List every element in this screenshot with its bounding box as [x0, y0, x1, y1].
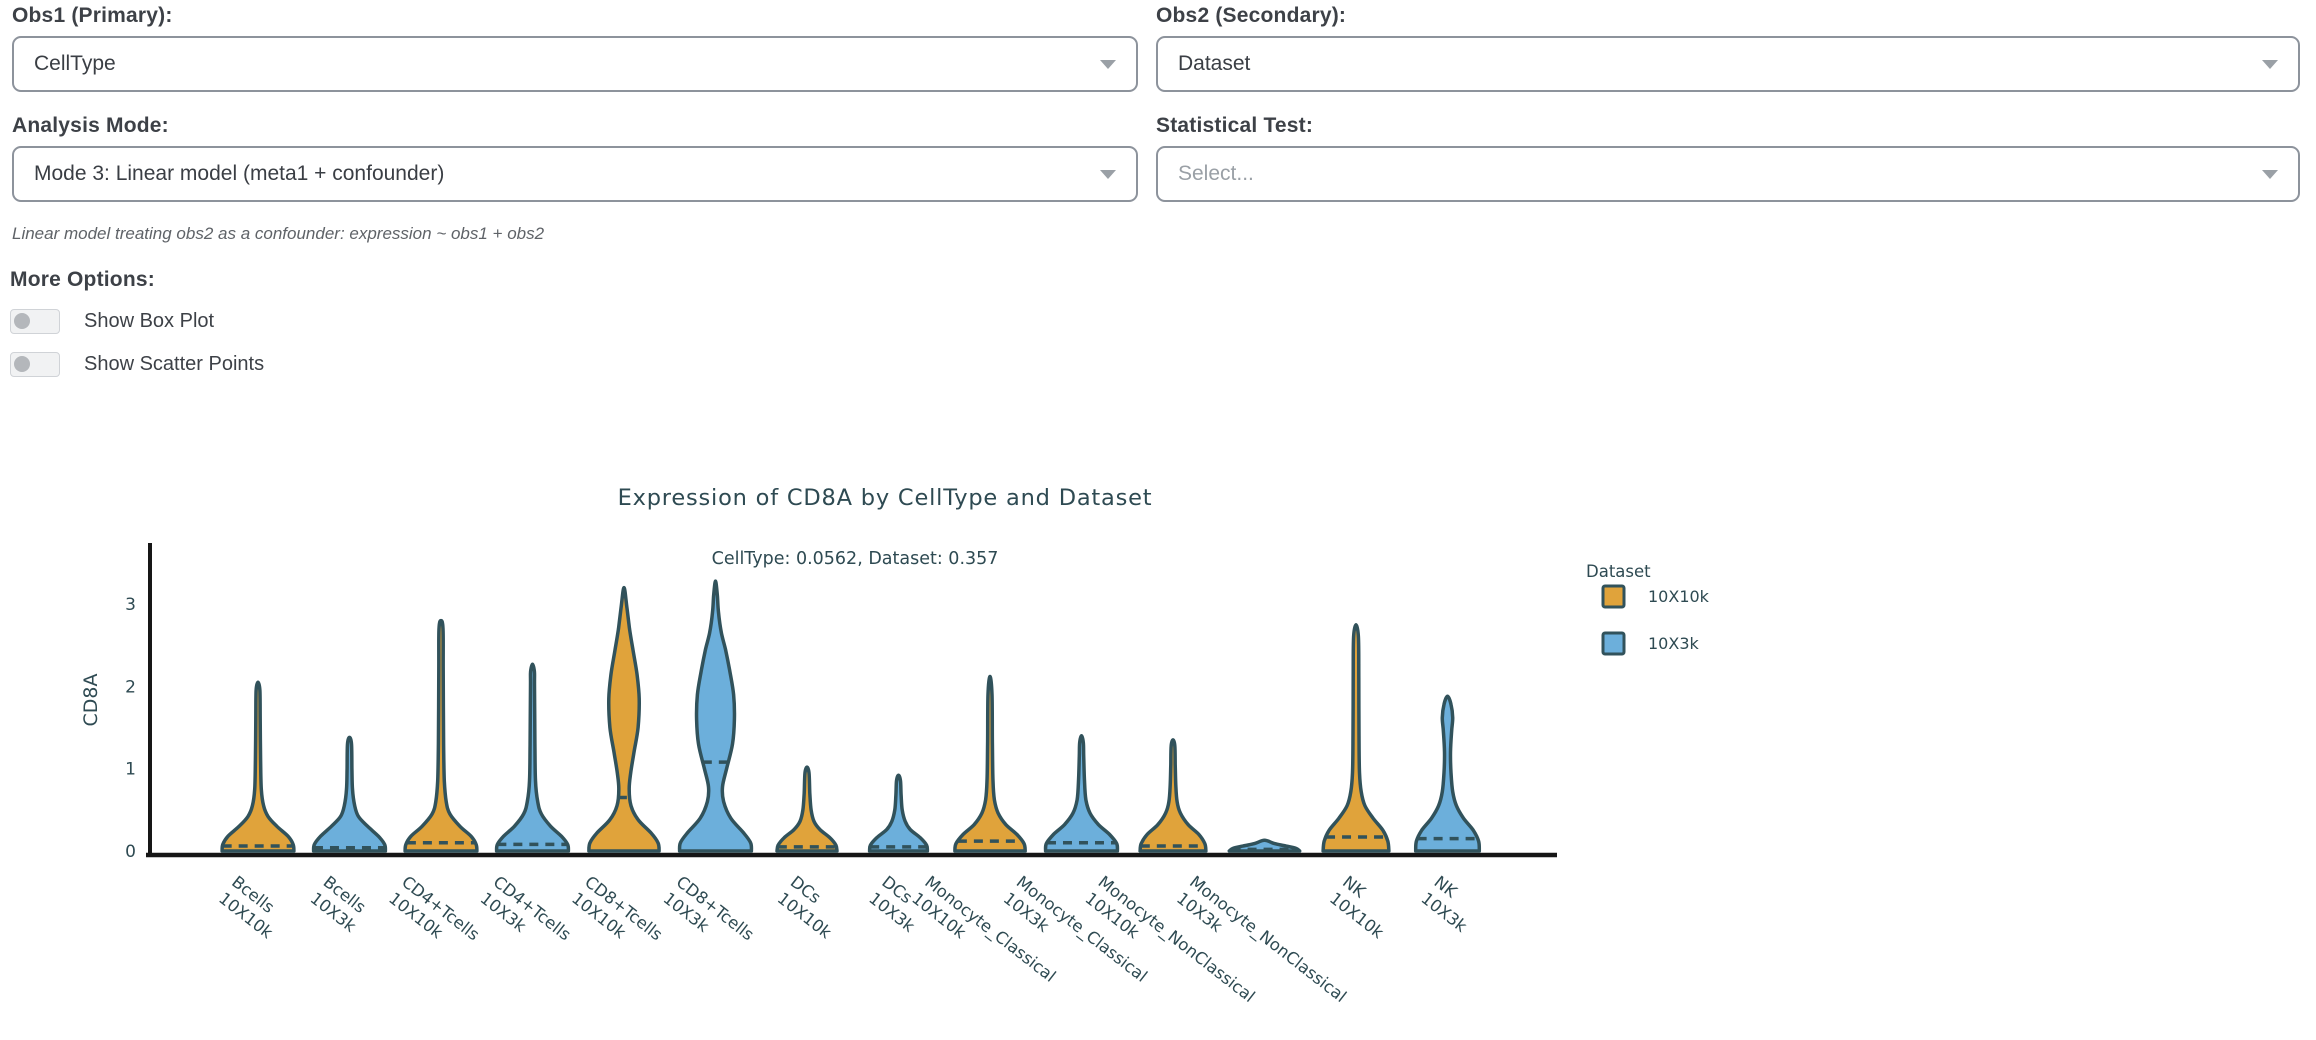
- toggle-knob-icon: [14, 313, 30, 329]
- violin-DCs-10X3k: [867, 773, 930, 853]
- violin-NK-10X3k: [1413, 694, 1482, 853]
- x-tick-label-category: Monocyte_NonClassical: [1185, 872, 1350, 1007]
- violin-NK-10X10k: [1321, 622, 1391, 853]
- statistical-test-label: Statistical Test:: [1156, 114, 1314, 137]
- analysis-mode-select[interactable]: Mode 3: Linear model (meta1 + confounder…: [12, 146, 1138, 202]
- show-scatter-points-label: Show Scatter Points: [84, 353, 265, 375]
- caret-down-icon: [1100, 170, 1116, 179]
- y-tick-label: 0: [125, 842, 136, 862]
- show-scatter-points-row: Show Scatter Points: [10, 352, 264, 377]
- obs1-select[interactable]: CellType: [12, 36, 1138, 92]
- violin-CD4+Tcells-10X3k: [494, 662, 571, 853]
- caret-down-icon: [1100, 60, 1116, 69]
- violin-CD8+Tcells-10X3k: [677, 579, 754, 853]
- y-tick-label: 3: [125, 595, 136, 615]
- violin-DCs-10X10k: [775, 765, 839, 853]
- show-box-plot-row: Show Box Plot: [10, 309, 214, 334]
- legend-title: Dataset: [1586, 562, 1651, 581]
- violin-Monocyte_Classical-10X10k: [953, 674, 1027, 853]
- obs1-label: Obs1 (Primary):: [12, 4, 173, 27]
- violin-Bcells-10X10k: [220, 680, 296, 853]
- obs2-label: Obs2 (Secondary):: [1156, 4, 1347, 27]
- show-box-plot-toggle[interactable]: [10, 309, 60, 334]
- violin-Monocyte_NonClassical-10X10k: [1138, 738, 1208, 853]
- chart-title: Expression of CD8A by CellType and Datas…: [618, 485, 1153, 511]
- show-scatter-points-toggle[interactable]: [10, 352, 60, 377]
- more-options-label: More Options:: [10, 268, 155, 291]
- legend-swatch-10X3k: [1601, 631, 1626, 656]
- obs2-selected-value: Dataset: [1178, 52, 1251, 75]
- analysis-mode-selected-value: Mode 3: Linear model (meta1 + confounder…: [34, 162, 445, 185]
- legend-label-10X3k: 10X3k: [1648, 634, 1700, 653]
- caret-down-icon: [2262, 60, 2278, 69]
- statistical-test-placeholder: Select...: [1178, 162, 1254, 185]
- analysis-mode-hint: Linear model treating obs2 as a confound…: [12, 224, 545, 243]
- analysis-mode-label: Analysis Mode:: [12, 114, 169, 137]
- legend-swatch-10X10k: [1601, 584, 1626, 609]
- obs2-select[interactable]: Dataset: [1156, 36, 2300, 92]
- legend-label-10X10k: 10X10k: [1648, 587, 1710, 606]
- y-tick-label: 1: [125, 760, 136, 780]
- x-tick-label-category: Monocyte_NonClassical: [1094, 872, 1259, 1007]
- violin-CD8+Tcells-10X10k: [587, 585, 661, 853]
- show-box-plot-label: Show Box Plot: [84, 310, 215, 332]
- statistical-test-select[interactable]: Select...: [1156, 146, 2300, 202]
- violin-Monocyte_Classical-10X3k: [1043, 734, 1120, 853]
- toggle-knob-icon: [14, 356, 30, 372]
- violin-Bcells-10X3k: [311, 735, 388, 853]
- caret-down-icon: [2262, 170, 2278, 179]
- y-axis-label: CD8A: [80, 674, 102, 727]
- y-tick-label: 2: [125, 677, 136, 697]
- chart-subtitle-stats: CellType: 0.0562, Dataset: 0.357: [712, 549, 999, 569]
- obs1-selected-value: CellType: [34, 52, 116, 75]
- violin-CD4+Tcells-10X10k: [403, 618, 479, 853]
